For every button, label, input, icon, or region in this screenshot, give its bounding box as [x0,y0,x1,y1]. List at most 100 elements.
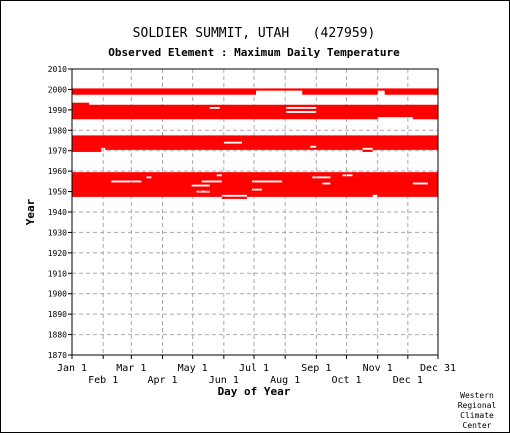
grid-lines [72,69,438,355]
data-bar-1991 [72,106,210,110]
data-bar-1989 [316,110,438,114]
x-tick-label: Apr 1 [147,375,177,386]
y-tick-label: 1960 [48,167,67,176]
data-bar-1955 [221,180,252,183]
data-bar-1970 [362,149,373,152]
data-bar-1971 [372,147,438,150]
data-bar-1987 [72,114,438,118]
data-bar-1959 [72,172,438,175]
data-bar-1954 [72,182,323,185]
data-bar-2000 [72,88,438,91]
y-axis-label: Year [24,198,37,225]
data-bar-1954 [330,182,413,185]
x-tick-label: Jul 1 [239,363,269,374]
y-tick-label: 1930 [48,228,67,237]
y-tick-label: 1950 [48,188,67,197]
data-bar-1999 [302,90,378,93]
data-bars [72,88,438,199]
data-bar-1957 [72,176,147,179]
data-bar-1972 [72,145,311,148]
data-bar-1957 [330,176,438,179]
data-bar-1986 [72,117,378,120]
data-bar-1998 [72,92,257,95]
y-axis-ticks: 2010 2000 1990 1980 1970 1960 1950 1940 1930 1920… [48,65,72,360]
data-bar-1999 [72,90,257,93]
y-tick-label: 1990 [48,106,67,115]
data-bar-1976 [72,137,438,140]
credit-line-3: Climate [460,411,494,420]
data-bar-1974 [241,141,438,144]
chart-subtitle: Observed Element : Maximum Daily Tempera… [108,46,400,59]
data-bar-1991 [316,106,438,110]
x-tick-label: Mar 1 [116,363,146,374]
x-tick-label: Dec 31 [420,363,456,374]
data-bar-1993 [72,102,90,105]
y-tick-label: 1970 [48,147,67,156]
y-tick-label: 1920 [48,249,67,258]
x-tick-label: Nov 1 [363,363,393,374]
data-bar-1954 [427,182,438,185]
data-bar-1947 [221,196,247,199]
y-tick-label: 1880 [48,331,67,340]
credit-block: Western Regional Climate Center [458,391,497,430]
data-bar-1958 [72,174,217,177]
x-tick-label: Jan 1 [57,363,87,374]
data-bar-1955 [141,180,202,183]
data-bar-1956 [72,178,438,181]
credit-line-2: Regional [458,401,497,410]
data-bar-1950 [72,190,197,193]
y-tick-label: 1870 [48,351,67,360]
data-bar-1970 [72,149,102,152]
credit-line-1: Western [460,391,494,400]
x-tick-label: Feb 1 [88,375,118,386]
credit-line-4: Center [463,421,492,430]
data-bar-1951 [262,188,438,191]
y-tick-label: 1980 [48,126,67,135]
data-bar-1990 [72,108,438,112]
y-tick-label: 1900 [48,290,67,299]
x-tick-label: Oct 1 [331,375,361,386]
y-tick-label: 1940 [48,208,67,217]
data-bar-1988 [72,112,438,116]
data-bar-1948 [72,194,222,197]
x-tick-label: May 1 [178,363,208,374]
data-bar-1953 [209,184,438,187]
x-axis-ticks: Jan 1 Mar 1 May 1 Jul 1 Sep 1 Nov 1 Dec 31 Feb … [57,355,456,386]
data-bar-1991 [219,106,287,110]
data-bar-1953 [72,184,192,187]
data-bar-1971 [72,147,102,150]
y-tick-label: 1890 [48,310,67,319]
x-tick-label: Jun 1 [209,375,239,386]
x-axis-label: Day of Year [218,385,291,398]
x-tick-label: Dec 1 [393,375,423,386]
y-tick-label: 2010 [48,65,67,74]
y-tick-label: 1910 [48,269,67,278]
data-bar-1992 [72,104,438,107]
data-bar-1951 [72,188,252,191]
data-bar-1974 [72,141,224,144]
data-bar-1957 [151,176,313,179]
x-tick-label: Sep 1 [301,363,331,374]
chart-title: SOLDIER SUMMIT, UTAH (427959) [133,26,376,41]
data-bar-1948 [377,194,438,197]
data-bar-1977 [72,135,438,138]
y-tick-label: 2000 [48,85,67,94]
data-bar-1972 [316,145,438,148]
data-bar-1975 [72,139,438,142]
data-bar-1998 [302,92,378,95]
data-bar-1973 [72,143,438,146]
data-bar-1971 [105,147,363,150]
data-bar-1950 [209,190,438,193]
data-bar-1955 [282,180,438,183]
data-bar-1948 [246,194,373,197]
data-bar-1958 [221,174,343,177]
data-bar-1955 [72,180,112,183]
data-bar-1949 [72,192,438,195]
data-bar-1989 [72,110,287,114]
x-tick-label: Aug 1 [270,375,300,386]
data-bar-1958 [352,174,438,177]
data-bar-1952 [72,186,438,189]
data-bar-1999 [384,90,438,93]
